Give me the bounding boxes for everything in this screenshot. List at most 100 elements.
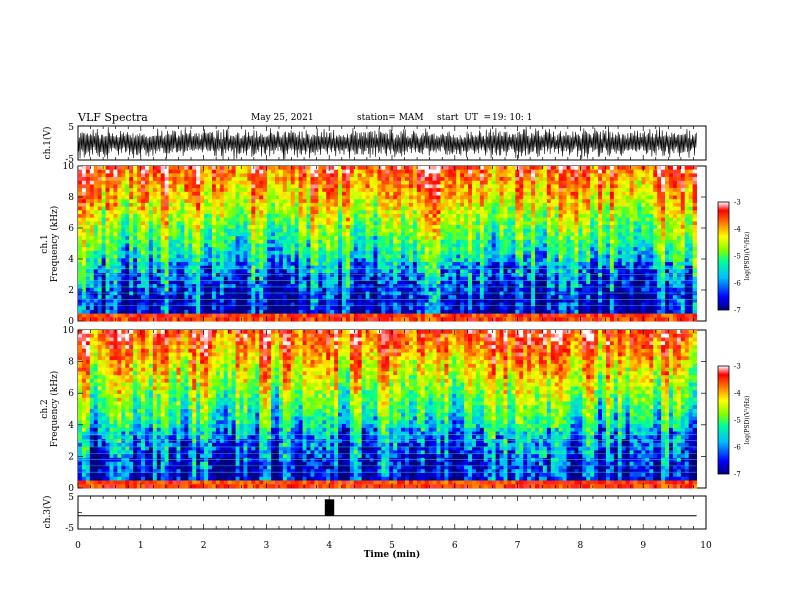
heatmap-cell (219, 302, 225, 307)
heatmap-cell (188, 276, 193, 281)
heatmap-cell (322, 295, 327, 300)
heatmap-cell (464, 177, 469, 182)
heatmap-cell (215, 261, 221, 267)
heatmap-cell (408, 184, 414, 189)
heatmap-cell (432, 177, 437, 182)
heatmap-cell (180, 258, 185, 263)
heatmap-cell (302, 302, 307, 307)
heatmap-cell (487, 317, 493, 322)
heatmap-cell (381, 258, 386, 263)
heatmap-cell (310, 287, 315, 292)
heatmap-cell (211, 217, 217, 222)
heatmap-cell (341, 228, 347, 233)
heatmap-cell (243, 213, 248, 219)
heatmap-cell (204, 180, 209, 185)
heatmap-cell (452, 276, 457, 281)
heatmap-cell (219, 166, 225, 171)
heatmap-cell (464, 265, 469, 270)
heatmap-cell (121, 254, 126, 259)
heatmap-cell (251, 210, 256, 215)
heatmap-cell (385, 287, 390, 292)
heatmap-cell (353, 184, 359, 189)
heatmap-cell (188, 221, 193, 226)
heatmap-cell (109, 298, 114, 303)
heatmap-cell (338, 206, 343, 211)
heatmap-cell (188, 254, 193, 259)
heatmap-cell (275, 247, 280, 252)
heatmap-cell (81, 269, 87, 274)
heatmap-cell (515, 239, 520, 244)
heatmap-cell (460, 291, 465, 296)
heatmap-cell (208, 195, 213, 200)
heatmap-cell (381, 177, 386, 182)
heatmap-cell (211, 298, 217, 303)
heatmap-cell (416, 232, 422, 237)
heatmap-cell (219, 273, 225, 278)
heatmap-cell (369, 265, 374, 270)
heatmap-cell (243, 173, 248, 178)
heatmap-cell (460, 250, 465, 255)
heatmap-cell (97, 273, 103, 278)
heatmap-cell (117, 166, 122, 171)
heatmap-cell (357, 276, 363, 281)
heatmap-cell (341, 269, 347, 274)
heatmap-cell (156, 291, 162, 296)
heatmap-cell (204, 291, 209, 296)
heatmap-cell (440, 284, 445, 289)
heatmap-cell (227, 250, 233, 255)
heatmap-cell (365, 276, 370, 281)
heatmap-cell (535, 195, 540, 200)
heatmap-cell (440, 306, 445, 311)
heatmap-cell (456, 213, 461, 219)
heatmap-cell (444, 191, 449, 196)
heatmap-cell (519, 302, 524, 307)
heatmap-cell (468, 191, 473, 196)
heatmap-cell (227, 188, 233, 193)
heatmap-cell (247, 302, 252, 307)
heatmap-cell (420, 306, 426, 311)
heatmap-cell (306, 265, 311, 270)
heatmap-cell (519, 276, 524, 281)
heatmap-cell (286, 306, 292, 311)
heatmap-cell (475, 239, 481, 244)
heatmap-cell (385, 276, 390, 281)
heatmap-cell (184, 239, 189, 244)
heatmap-cell (369, 247, 374, 252)
heatmap-cell (408, 280, 414, 285)
heatmap-cell (357, 184, 363, 189)
heatmap-cell (420, 225, 426, 230)
heatmap-cell (196, 265, 201, 270)
heatmap-cell (121, 225, 126, 230)
heatmap-cell (125, 199, 130, 204)
heatmap-cell (156, 317, 162, 322)
heatmap-cell (330, 247, 335, 252)
heatmap-cell (499, 169, 504, 174)
heatmap-cell (211, 276, 217, 281)
heatmap-cell (204, 239, 209, 244)
heatmap-cell (483, 166, 489, 171)
heatmap-cell (133, 258, 138, 263)
heatmap-cell (452, 239, 457, 244)
heatmap-cell (247, 177, 252, 182)
heatmap-cell (310, 243, 315, 248)
heatmap-cell (243, 276, 248, 281)
heatmap-cell (78, 195, 83, 200)
heatmap-cell (385, 166, 390, 171)
heatmap-cell (432, 269, 437, 274)
heatmap-cell (377, 202, 382, 207)
heatmap-cell (365, 184, 370, 189)
heatmap-cell (373, 258, 378, 263)
heatmap-cell (436, 243, 441, 248)
heatmap-cell (345, 306, 351, 311)
heatmap-cell (326, 199, 331, 204)
heatmap-cell (235, 180, 240, 185)
heatmap-cell (531, 221, 536, 226)
heatmap-cell (302, 309, 307, 315)
heatmap-cell (89, 202, 95, 207)
heatmap-cell (523, 206, 528, 211)
heatmap-cell (251, 195, 256, 200)
heatmap-cell (271, 265, 276, 270)
heatmap-cell (527, 225, 532, 230)
heatmap-cell (389, 206, 394, 211)
heatmap-cell (93, 306, 99, 311)
